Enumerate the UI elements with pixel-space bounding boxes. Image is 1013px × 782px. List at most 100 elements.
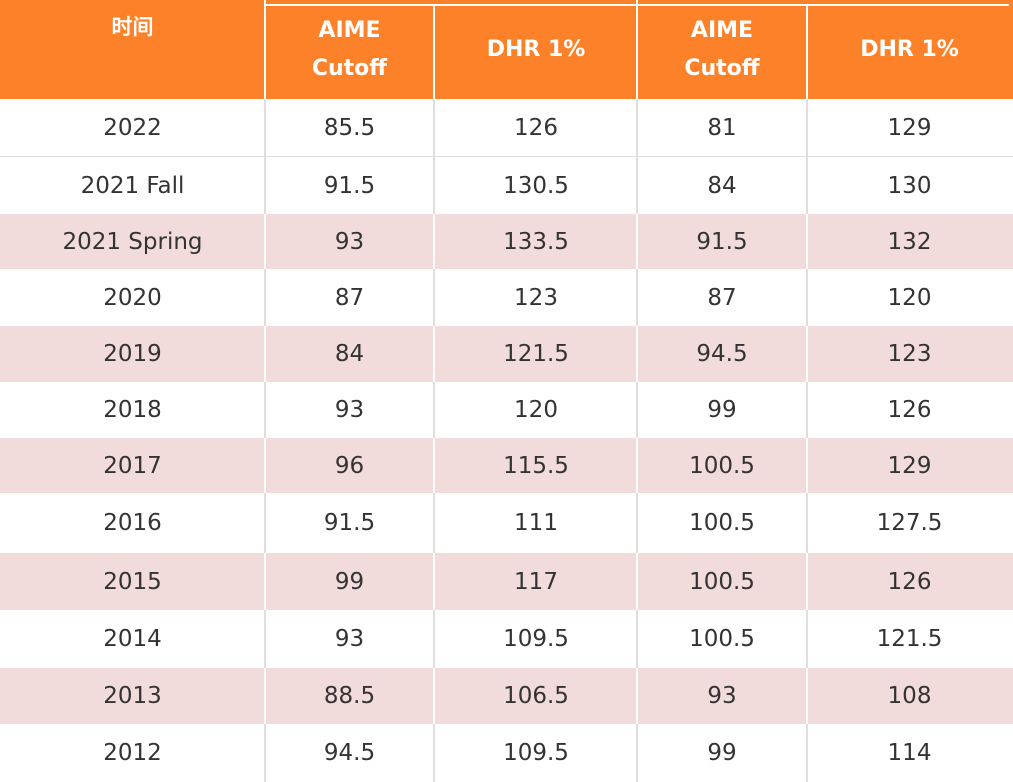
table-header: 时间 AIME Cutoff DHR 1% AIME Cutoff DHR 1% [0, 0, 1013, 99]
table-cell-year: 2015 [103, 568, 162, 595]
table-cell-value: 126 [887, 397, 932, 423]
column-divider [806, 99, 808, 157]
table-cell-value: 129 [887, 452, 932, 479]
table-cell-value: 84 [334, 341, 365, 367]
column-divider [433, 610, 435, 668]
column-divider [264, 326, 266, 382]
column-divider [433, 553, 435, 610]
column-divider [433, 157, 435, 214]
table-cell-value: 100.5 [689, 626, 755, 652]
table-row: 2014 93 109.5 100.5 121.5 [0, 610, 1013, 668]
table-cell-value: 132 [887, 228, 932, 255]
column-divider [264, 610, 266, 668]
column-divider [806, 382, 808, 438]
table-row: 2017 96 115.5 100.5 129 [0, 438, 1013, 493]
table-cell-year: 2021 Spring [62, 228, 203, 255]
column-divider [636, 610, 638, 668]
table-cell-value: 94.5 [696, 341, 748, 367]
column-divider [636, 553, 638, 610]
header-divider [264, 0, 266, 99]
column-divider [433, 326, 435, 382]
column-divider [636, 157, 638, 214]
column-divider [433, 438, 435, 493]
table-cell-year: 2014 [103, 626, 162, 652]
header-cell-time: 时间 [111, 15, 154, 39]
column-divider [636, 668, 638, 724]
header-divider [433, 4, 435, 99]
column-divider [806, 493, 808, 553]
table-cell-value: 121.5 [503, 341, 569, 367]
table-cell-value: 100.5 [689, 568, 755, 595]
table-cell-value: 127.5 [876, 510, 943, 536]
table-cell-value: 87 [707, 284, 737, 311]
table-cell-year: 2017 [103, 452, 162, 479]
table-cell-value: 114 [887, 740, 932, 766]
table-cell-value: 129 [887, 115, 932, 141]
column-divider [264, 382, 266, 438]
table-cell-value: 123 [887, 341, 932, 367]
column-divider [433, 668, 435, 724]
table-cell-value: 93 [334, 228, 365, 255]
table-row: 2021 Fall 91.5 130.5 84 130 [0, 157, 1013, 214]
column-divider [636, 493, 638, 553]
table-cell-value: 84 [707, 172, 737, 199]
table-cell-value: 100.5 [689, 510, 755, 536]
table-cell-value: 111 [514, 510, 558, 536]
table-cell-value: 96 [334, 452, 365, 479]
table-cell-value: 123 [514, 284, 558, 311]
table-cell-value: 94.5 [323, 740, 376, 766]
column-divider [433, 724, 435, 782]
table-cell-value: 85.5 [323, 115, 376, 141]
header-cell-dhr-2: DHR 1% [860, 36, 959, 62]
header-divider [636, 0, 638, 99]
column-divider [636, 438, 638, 493]
table-cell-value: 91.5 [323, 172, 376, 199]
column-divider [636, 99, 638, 157]
table-cell-year: 2021 Fall [80, 172, 185, 199]
header-cell-dhr-1: DHR 1% [486, 36, 586, 62]
table-row: 2019 84 121.5 94.5 123 [0, 326, 1013, 382]
column-divider [264, 493, 266, 553]
table-cell-year: 2019 [103, 341, 162, 367]
column-divider [806, 553, 808, 610]
table-cell-value: 120 [887, 284, 932, 311]
table-cell-value: 108 [887, 683, 932, 709]
table-row: 2012 94.5 109.5 99 114 [0, 724, 1013, 782]
table-cell-value: 88.5 [323, 683, 376, 709]
table-cell-year: 2016 [103, 510, 162, 536]
table-cell-value: 115.5 [503, 452, 569, 479]
column-divider [636, 326, 638, 382]
table-cell-year: 2020 [103, 284, 162, 311]
table-cell-value: 81 [707, 115, 737, 141]
column-divider [806, 157, 808, 214]
table-cell-value: 91.5 [323, 510, 376, 536]
column-divider [636, 214, 638, 269]
table-row: 2015 99 117 100.5 126 [0, 553, 1013, 610]
table-cell-value: 93 [707, 683, 737, 709]
table-cell-value: 87 [334, 284, 365, 311]
table-cell-value: 93 [334, 397, 365, 423]
column-divider [433, 382, 435, 438]
column-divider [806, 724, 808, 782]
table-cell-year: 2012 [103, 740, 162, 766]
column-divider [806, 326, 808, 382]
table-row: 2020 87 123 87 120 [0, 269, 1013, 326]
table-cell-value: 99 [707, 397, 737, 423]
column-divider [433, 493, 435, 553]
table-cell-value: 109.5 [503, 626, 569, 652]
column-divider [636, 724, 638, 782]
column-divider [806, 269, 808, 326]
column-divider [264, 99, 266, 157]
column-divider [433, 269, 435, 326]
column-divider [264, 438, 266, 493]
table-cell-value: 109.5 [503, 740, 569, 766]
header-divider [806, 4, 808, 99]
table-cell-value: 126 [514, 115, 558, 141]
column-divider [806, 438, 808, 493]
table-cell-value: 99 [707, 740, 737, 766]
column-divider [264, 269, 266, 326]
table-cell-value: 130 [887, 172, 932, 199]
column-divider [264, 214, 266, 269]
table-cell-year: 2022 [103, 115, 162, 141]
